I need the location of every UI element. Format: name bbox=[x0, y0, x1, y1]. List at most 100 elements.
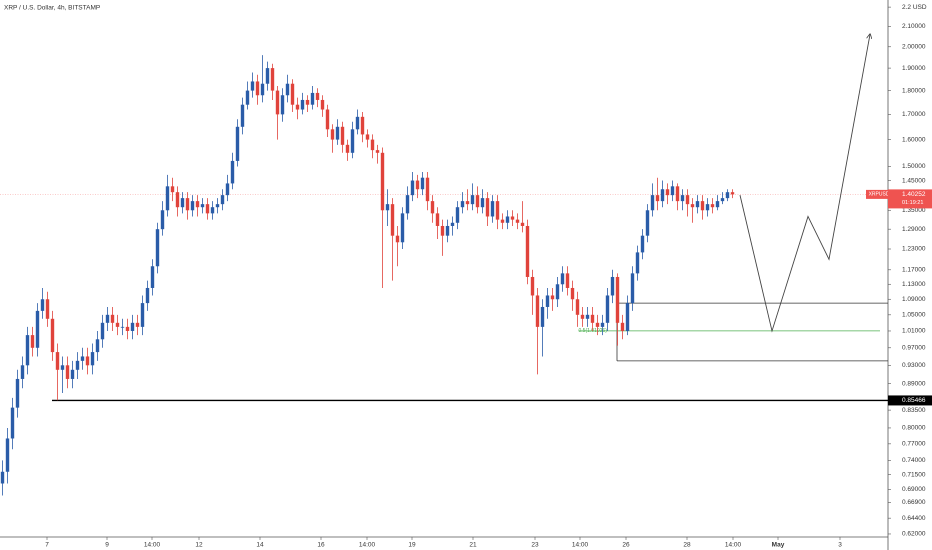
candle-body bbox=[5, 438, 10, 472]
candle-body bbox=[315, 92, 320, 100]
candle-body bbox=[135, 322, 140, 327]
price-tag bbox=[888, 189, 932, 209]
candle-body bbox=[660, 189, 665, 202]
candle-body bbox=[690, 204, 695, 208]
candle-body bbox=[345, 144, 350, 153]
candle-body bbox=[120, 326, 125, 328]
candle-body bbox=[510, 216, 515, 220]
candle-body bbox=[400, 213, 405, 243]
candle-body bbox=[240, 104, 245, 127]
support-tag bbox=[888, 395, 932, 406]
candle-body bbox=[465, 201, 470, 205]
candle-body bbox=[455, 207, 460, 223]
candle-body bbox=[430, 201, 435, 214]
candle-body bbox=[580, 314, 585, 319]
candle-body bbox=[140, 303, 145, 327]
y-tick-label: 2.00000 bbox=[902, 43, 926, 50]
y-tick-label: 1.70000 bbox=[902, 111, 926, 118]
symbol-label: XRPUSD bbox=[869, 192, 890, 198]
candle-body bbox=[195, 201, 200, 208]
candle-body bbox=[310, 92, 315, 105]
candle-body bbox=[85, 356, 90, 366]
candle-body bbox=[220, 195, 225, 205]
candle-body bbox=[65, 365, 70, 379]
chart-title: XRP / U.S. Dollar, 4h, BITSTAMP bbox=[4, 5, 100, 12]
y-tick-label: 0.71500 bbox=[902, 471, 926, 478]
candle-body bbox=[280, 95, 285, 115]
candle-body bbox=[110, 314, 115, 323]
y-tick-label: 1.35000 bbox=[902, 207, 926, 214]
candle-body bbox=[260, 83, 265, 96]
y-tick-label: 1.17000 bbox=[902, 267, 926, 274]
x-tick-label: 14:00 bbox=[144, 542, 161, 549]
candle-body bbox=[730, 192, 735, 195]
candle-body bbox=[350, 129, 355, 153]
candle-body bbox=[35, 310, 40, 348]
projection-path bbox=[739, 34, 870, 333]
x-tick-label: 26 bbox=[622, 542, 630, 549]
candle-body bbox=[390, 204, 395, 236]
candle-body bbox=[710, 204, 715, 208]
y-tick-label: 1.05000 bbox=[902, 312, 926, 319]
candle-body bbox=[155, 229, 160, 267]
candle-body bbox=[520, 222, 525, 226]
candle-body bbox=[180, 198, 185, 208]
candle-body bbox=[500, 219, 505, 223]
candle-body bbox=[545, 295, 550, 307]
x-tick-label: 21 bbox=[469, 542, 477, 549]
candle-body bbox=[460, 201, 465, 208]
candle-body bbox=[410, 180, 415, 196]
candle-body bbox=[705, 204, 710, 211]
candle-body bbox=[15, 378, 20, 408]
candle-body bbox=[225, 183, 230, 196]
candle-body bbox=[285, 83, 290, 96]
candle-body bbox=[435, 213, 440, 226]
candle-body bbox=[725, 192, 730, 199]
x-tick-label: 14 bbox=[256, 542, 264, 549]
candle-body bbox=[445, 225, 450, 236]
candle-body bbox=[695, 201, 700, 208]
candle-body bbox=[200, 204, 205, 208]
candle-body bbox=[360, 116, 365, 135]
candle-body bbox=[185, 198, 190, 211]
candle-body bbox=[440, 225, 445, 236]
support-label: 0.85466 bbox=[902, 397, 926, 404]
x-tick-label: May bbox=[772, 542, 785, 549]
candle-body bbox=[75, 360, 80, 370]
y-tick-label: 0.77000 bbox=[902, 441, 926, 448]
candle-body bbox=[60, 365, 65, 370]
x-tick-label: 9 bbox=[105, 542, 109, 549]
y-tick-label: 2.10000 bbox=[902, 23, 926, 30]
candle-body bbox=[610, 276, 615, 296]
candle-body bbox=[655, 195, 660, 202]
candle-body bbox=[210, 207, 215, 214]
candle-body bbox=[295, 104, 300, 110]
candle-body bbox=[25, 335, 30, 366]
candle-body bbox=[70, 369, 75, 379]
y-tick-label: 2.2 USD bbox=[902, 4, 927, 11]
candle-body bbox=[665, 189, 670, 196]
candle-body bbox=[560, 273, 565, 285]
candle-body bbox=[380, 152, 385, 211]
candle-body bbox=[335, 126, 340, 140]
candle-body bbox=[475, 195, 480, 208]
y-tick-label: 0.66900 bbox=[902, 499, 926, 506]
candle-body bbox=[305, 99, 310, 105]
candle-body bbox=[190, 201, 195, 211]
x-tick-label: 14:00 bbox=[572, 542, 589, 549]
candle-body bbox=[490, 201, 495, 217]
y-tick-label: 0.69000 bbox=[902, 486, 926, 493]
candle-body bbox=[105, 314, 110, 323]
candle-body bbox=[125, 326, 130, 331]
candle-body bbox=[525, 225, 530, 277]
candle-body bbox=[420, 177, 425, 190]
candle-body bbox=[620, 322, 625, 331]
candle-body bbox=[300, 99, 305, 110]
symbol-tag bbox=[866, 189, 888, 199]
x-tick-label: 16 bbox=[317, 542, 325, 549]
candle-body bbox=[600, 322, 605, 327]
candle-body bbox=[720, 198, 725, 202]
y-tick-label: 1.09000 bbox=[902, 296, 926, 303]
candle-body bbox=[0, 471, 5, 484]
